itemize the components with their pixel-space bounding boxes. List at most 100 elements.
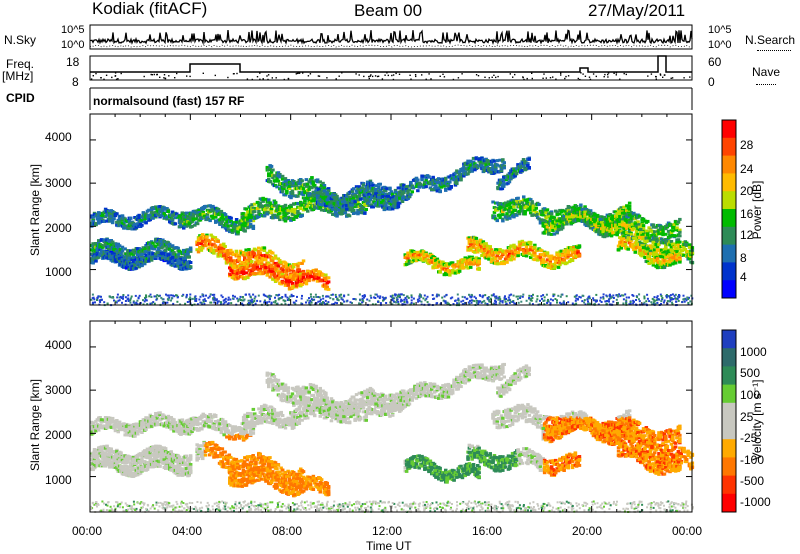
nave-point: [659, 73, 662, 75]
range-cell: [609, 295, 612, 298]
nave-point: [159, 76, 161, 78]
range-cell: [209, 233, 213, 237]
range-cell: [272, 213, 277, 217]
range-cell: [367, 192, 371, 196]
range-cell: [102, 239, 106, 243]
range-cell: [556, 299, 558, 302]
range-cell: [334, 293, 337, 296]
range-cell: [269, 263, 274, 267]
range-cell: [488, 167, 492, 170]
nave-point: [386, 72, 388, 74]
range-cell: [221, 296, 224, 299]
range-cell: [382, 208, 387, 212]
range-cell: [292, 180, 296, 184]
range-cell: [343, 201, 348, 205]
range-cell: [392, 300, 395, 303]
range-cell: [292, 202, 296, 206]
range-cell: [663, 299, 666, 302]
range-cell: [255, 258, 260, 262]
range-cell: [414, 176, 419, 180]
range-cell: [325, 295, 328, 298]
range-cell: [149, 293, 152, 296]
range-cell: [313, 184, 317, 187]
range-cell: [219, 222, 224, 226]
range-cell: [416, 298, 419, 301]
range-cell: [308, 272, 313, 276]
range-cell: [600, 301, 603, 303]
range-cell: [177, 215, 182, 219]
range-cell: [300, 203, 304, 207]
power-cbar-tick: 28: [740, 138, 754, 152]
range-cell: [498, 302, 501, 305]
range-cell: [311, 190, 316, 194]
range-cell: [687, 298, 690, 300]
nave-point: [655, 76, 657, 78]
range-cell: [118, 296, 121, 299]
range-cell: [133, 222, 137, 226]
range-cell: [308, 192, 313, 196]
range-cell: [201, 211, 205, 214]
range-cell: [538, 303, 541, 306]
range-cell: [452, 175, 456, 179]
range-cell: [303, 190, 307, 194]
range-cell: [384, 296, 387, 299]
range-cell: [480, 249, 484, 253]
range-cell: [147, 215, 151, 219]
range-cell: [587, 296, 590, 299]
range-cell: [179, 266, 183, 269]
range-cell: [176, 263, 180, 267]
range-cell: [280, 266, 285, 270]
range-cell: [504, 300, 507, 303]
nave-point: [214, 74, 216, 77]
range-cell: [358, 190, 363, 194]
range-cell: [367, 190, 371, 194]
nave-point: [164, 77, 167, 80]
range-cell: [304, 282, 309, 286]
range-cell: [458, 302, 461, 305]
range-cell: [209, 246, 213, 250]
range-cell: [377, 186, 381, 189]
range-cell: [510, 300, 513, 303]
range-cell: [444, 179, 448, 183]
range-cell: [489, 248, 494, 252]
range-cell: [217, 300, 220, 303]
range-cell: [318, 270, 322, 274]
range-cell: [234, 252, 239, 256]
range-cell: [431, 175, 435, 179]
range-cell: [222, 242, 226, 246]
range-cell: [444, 300, 447, 303]
range-cell: [583, 299, 586, 302]
range-cell: [212, 251, 216, 255]
range-cell: [275, 185, 279, 189]
range-cell: [399, 300, 402, 303]
range-cell: [444, 188, 448, 192]
range-cell: [314, 293, 317, 296]
range-cell: [112, 296, 115, 299]
range-cell: [294, 276, 299, 280]
range-cell: [188, 214, 193, 218]
range-cell: [343, 294, 346, 297]
range-cell: [197, 211, 201, 214]
range-cell: [318, 300, 321, 303]
range-cell: [196, 238, 201, 242]
range-cell: [165, 217, 169, 221]
range-cell: [225, 300, 228, 303]
range-cell: [332, 194, 336, 198]
nave-point: [259, 78, 261, 80]
range-cell: [645, 303, 648, 306]
range-cell: [257, 294, 260, 297]
nave-point: [580, 72, 582, 74]
velocity-ytick: 1000: [45, 473, 72, 487]
range-cell: [211, 214, 215, 218]
range-cell: [416, 250, 420, 254]
range-cell: [643, 301, 646, 304]
range-cell: [687, 302, 690, 304]
range-cell: [653, 296, 656, 299]
range-cell: [448, 187, 452, 191]
range-cell: [407, 296, 410, 299]
range-cell: [258, 201, 263, 205]
range-cell: [240, 266, 244, 270]
range-cell: [492, 294, 495, 297]
range-cell: [452, 265, 456, 269]
range-cell: [313, 198, 317, 202]
